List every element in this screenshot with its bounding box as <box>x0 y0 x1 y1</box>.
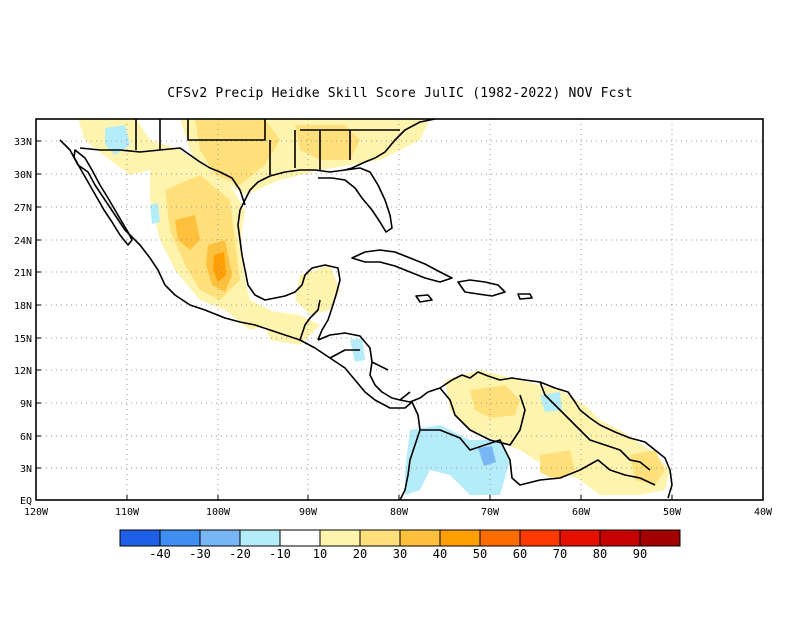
shade-neg-baja <box>150 203 160 224</box>
coast-baja <box>73 149 133 246</box>
colorbar-swatch <box>599 529 641 547</box>
shade-neg-colombia-strong <box>478 446 496 466</box>
map-title: CFSv2 Precip Heidke Skill Score JulIC (1… <box>167 86 633 101</box>
shade-mexico-peak <box>213 252 226 282</box>
colorbar: -40 -30 -20 -10 10 20 30 40 50 60 70 80 … <box>119 529 681 561</box>
axis-ticks <box>36 140 673 500</box>
coast-central-america-caribbean <box>317 332 429 403</box>
shade-neg-colombia <box>405 425 510 495</box>
longitude-labels: 120W 110W 100W 90W 80W 70W 60W 50W 40W <box>24 507 773 518</box>
lon-label: 120W <box>24 507 49 518</box>
lat-label: 15N <box>14 334 32 345</box>
colorbar-label: -10 <box>269 547 291 561</box>
coast-pacific-mexico <box>59 139 413 409</box>
border-central-america <box>299 299 651 471</box>
lon-label: 40W <box>754 507 773 518</box>
lat-label: 6N <box>20 432 32 443</box>
coastlines <box>59 119 673 500</box>
colorbar-label: 10 <box>313 547 327 561</box>
colorbar-label: 70 <box>553 547 567 561</box>
colorbar-swatch <box>439 529 481 547</box>
colorbar-swatch <box>319 529 361 547</box>
colorbar-swatch <box>239 529 281 547</box>
shade-us-south-mid <box>195 119 280 185</box>
coast-florida <box>344 119 436 171</box>
lat-label: 18N <box>14 301 32 312</box>
lat-label: 21N <box>14 268 32 279</box>
lon-label: 90W <box>299 507 318 518</box>
shade-neg-sw <box>105 125 130 155</box>
lon-label: 80W <box>390 507 409 518</box>
border-us-mexico <box>79 147 246 206</box>
shade-cam-pale <box>260 310 320 345</box>
coast-jamaica <box>415 294 433 303</box>
lat-label: 3N <box>20 464 32 475</box>
colorbar-label: 40 <box>433 547 447 561</box>
colorbar-label: 50 <box>473 547 487 561</box>
colorbar-label: 90 <box>633 547 647 561</box>
shade-sa-mid-patch <box>540 450 575 480</box>
coast-south-america-north <box>427 371 673 499</box>
colorbar-label: 60 <box>513 547 527 561</box>
colorbar-label: 80 <box>593 547 607 561</box>
lat-label: 24N <box>14 236 32 247</box>
coast-hispaniola <box>457 279 506 297</box>
lon-label: 70W <box>481 507 500 518</box>
lat-label: 30N <box>14 170 32 181</box>
border-us-states <box>135 119 400 175</box>
coast-colombia-pacific <box>399 401 421 500</box>
colorbar-swatch <box>479 529 521 547</box>
colorbar-swatch <box>519 529 561 547</box>
colorbar-swatch <box>399 529 441 547</box>
coast-gulf-mexico <box>239 167 393 233</box>
colorbar-swatch <box>559 529 601 547</box>
lat-label: EQ <box>20 496 32 507</box>
colorbar-swatch <box>359 529 401 547</box>
lon-label: 100W <box>206 507 231 518</box>
lat-label: 33N <box>14 137 32 148</box>
lon-label: 110W <box>115 507 140 518</box>
shade-sa-venez-mid <box>470 385 520 418</box>
colorbar-swatch <box>199 529 241 547</box>
colorbar-labels: -40 -30 -20 -10 10 20 30 40 50 60 70 80 … <box>149 547 647 561</box>
colorbar-swatch <box>159 529 201 547</box>
colorbar-swatch <box>279 529 321 547</box>
lon-label: 60W <box>572 507 591 518</box>
coast-cuba <box>351 249 453 283</box>
shade-us-se-mid <box>295 125 360 160</box>
colorbar-label: -40 <box>149 547 171 561</box>
coast-puerto-rico <box>517 293 533 300</box>
colorbar-label: 20 <box>353 547 367 561</box>
graticule <box>36 119 763 500</box>
lat-label: 9N <box>20 399 32 410</box>
lon-label: 50W <box>663 507 682 518</box>
border-south-america-interior <box>420 429 656 486</box>
colorbar-swatch <box>639 529 681 547</box>
colorbar-swatch <box>119 529 161 547</box>
shade-mexico-strong <box>175 215 200 250</box>
skill-shading <box>78 119 670 495</box>
lat-label: 27N <box>14 203 32 214</box>
colorbar-label: 30 <box>393 547 407 561</box>
lat-label: 12N <box>14 366 32 377</box>
latitude-labels: 33N 30N 27N 24N 21N 18N 15N 12N 9N 6N 3N… <box>14 137 32 507</box>
shade-yucatan-pale <box>295 265 340 315</box>
colorbar-swatches <box>119 529 681 547</box>
colorbar-label: -20 <box>229 547 251 561</box>
coast-mexico-east <box>237 209 341 341</box>
colorbar-label: -30 <box>189 547 211 561</box>
